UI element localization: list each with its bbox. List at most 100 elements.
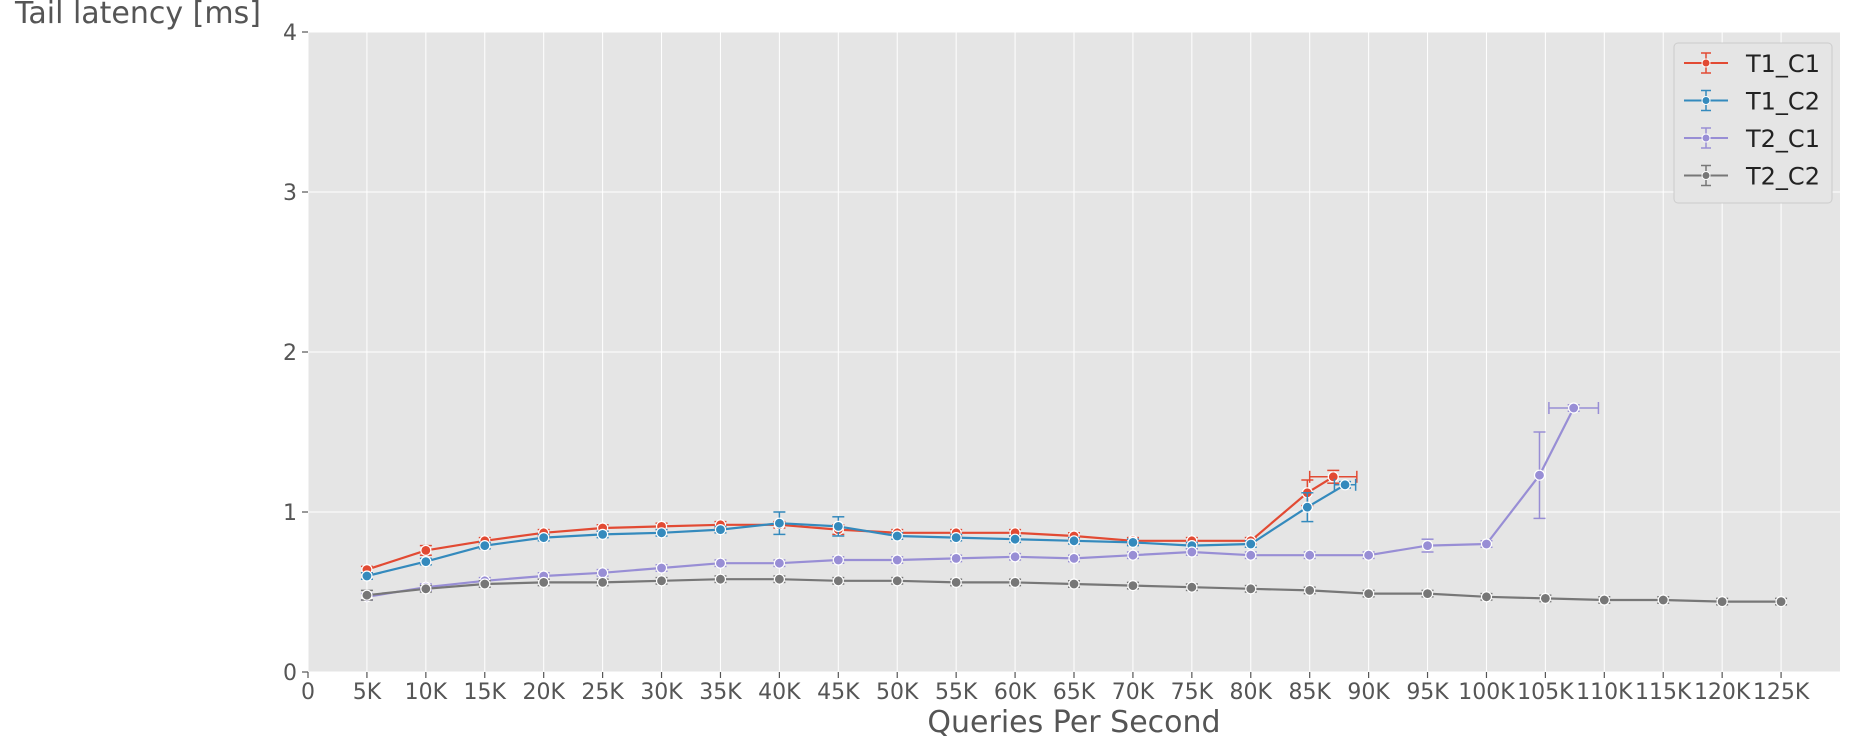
x-tick-label: 110K	[1576, 680, 1633, 705]
x-tick-label: 75K	[1171, 680, 1214, 705]
data-point	[1568, 402, 1580, 414]
data-point	[714, 523, 727, 536]
data-point	[1716, 595, 1728, 608]
data-point	[1533, 469, 1546, 481]
legend-label: T2_C1	[1745, 125, 1820, 153]
x-tick-label: 5K	[353, 680, 382, 705]
x-tick-label: 80K	[1230, 680, 1273, 705]
data-point	[655, 575, 668, 587]
data-point	[479, 578, 491, 590]
data-point	[950, 576, 962, 589]
legend-label: T2_C2	[1745, 163, 1820, 191]
data-point	[538, 531, 550, 544]
data-point	[1009, 576, 1021, 589]
x-tick-label: 30K	[640, 680, 683, 705]
x-tick-label: 20K	[522, 680, 565, 705]
x-tick-label: 50K	[876, 680, 919, 705]
x-tick-label: 40K	[758, 680, 801, 705]
legend-marker	[1701, 133, 1711, 143]
x-tick-label: 45K	[817, 680, 860, 705]
legend-label: T1_C2	[1745, 88, 1820, 116]
data-point	[891, 530, 903, 542]
data-point	[1304, 584, 1316, 597]
x-tick-label: 55K	[935, 680, 978, 705]
y-axis-label: Tail latency [ms]	[14, 0, 261, 31]
x-tick-label: 125K	[1753, 680, 1810, 705]
data-point	[773, 557, 785, 569]
series-T2_C2	[360, 573, 1788, 608]
data-point	[1598, 594, 1610, 606]
data-point	[1480, 591, 1493, 603]
y-tick-label: 2	[283, 341, 297, 366]
data-point	[1657, 594, 1669, 606]
data-point	[1304, 549, 1316, 561]
data-point	[1480, 538, 1493, 550]
data-point	[1127, 579, 1139, 592]
data-point	[950, 552, 962, 565]
x-tick-label: 0	[301, 680, 315, 705]
x-tick-label: 15K	[464, 680, 507, 705]
legend-label: T1_C1	[1745, 50, 1820, 78]
data-point	[1245, 549, 1257, 561]
data-point	[420, 544, 432, 557]
y-tick-label: 1	[283, 501, 297, 526]
y-tick-label: 3	[283, 181, 297, 206]
legend-marker	[1701, 171, 1711, 180]
data-point	[655, 527, 668, 539]
data-point	[1327, 471, 1339, 483]
data-point	[832, 520, 844, 533]
x-tick-label: 85K	[1288, 680, 1331, 705]
data-point	[832, 575, 844, 587]
data-point	[597, 528, 609, 541]
data-point	[1068, 535, 1080, 547]
series-T1_C2	[360, 478, 1357, 582]
data-point	[420, 583, 432, 595]
x-tick-label: 25K	[581, 680, 624, 705]
data-point	[597, 576, 609, 589]
series-layer	[360, 402, 1788, 608]
legend: T1_C1 T1_C2 T2_C1 T2_C2	[1673, 42, 1833, 204]
data-point	[1009, 551, 1021, 563]
x-tick-label: 115K	[1635, 680, 1692, 705]
data-point	[538, 576, 550, 589]
legend-entry: T2_C1	[1684, 125, 1820, 153]
data-point	[773, 573, 785, 585]
data-point	[1127, 536, 1139, 549]
data-point	[1068, 552, 1080, 565]
data-point	[891, 554, 903, 566]
data-point	[1301, 501, 1313, 513]
data-point	[1245, 583, 1257, 595]
axes: 0 5K 10K 15K 20K 25K 30K 35K 40K 45K 50K 55K 60K 65K 7…	[283, 21, 1840, 705]
data-point	[655, 562, 668, 574]
data-point	[1009, 533, 1021, 545]
data-point	[1186, 546, 1198, 558]
data-point	[361, 570, 373, 582]
x-tick-label: 105K	[1517, 680, 1574, 705]
x-tick-label: 10K	[405, 680, 448, 705]
data-point	[1539, 592, 1551, 605]
data-point	[1363, 587, 1375, 600]
data-point	[714, 573, 727, 585]
x-tick-label: 90K	[1347, 680, 1390, 705]
legend-entry: T1_C1	[1684, 50, 1820, 78]
legend-box	[1673, 42, 1833, 204]
data-point	[1127, 549, 1139, 561]
legend-entry: T2_C2	[1684, 163, 1820, 191]
data-point	[1245, 538, 1257, 550]
x-tick-label: 65K	[1053, 680, 1096, 705]
data-point	[891, 575, 903, 587]
data-point	[1186, 581, 1198, 593]
x-tick-label: 70K	[1112, 680, 1155, 705]
series-line	[366, 407, 1575, 598]
x-tick-label: 60K	[994, 680, 1037, 705]
x-axis-label: Queries Per Second	[927, 705, 1220, 740]
series-line	[366, 483, 1346, 578]
data-point	[420, 555, 432, 568]
legend-marker	[1701, 96, 1711, 105]
x-tick-label: 120K	[1694, 680, 1751, 705]
data-point	[1421, 587, 1434, 600]
data-point	[950, 531, 962, 544]
legend-entry: T1_C2	[1684, 88, 1820, 116]
data-point	[832, 554, 844, 566]
